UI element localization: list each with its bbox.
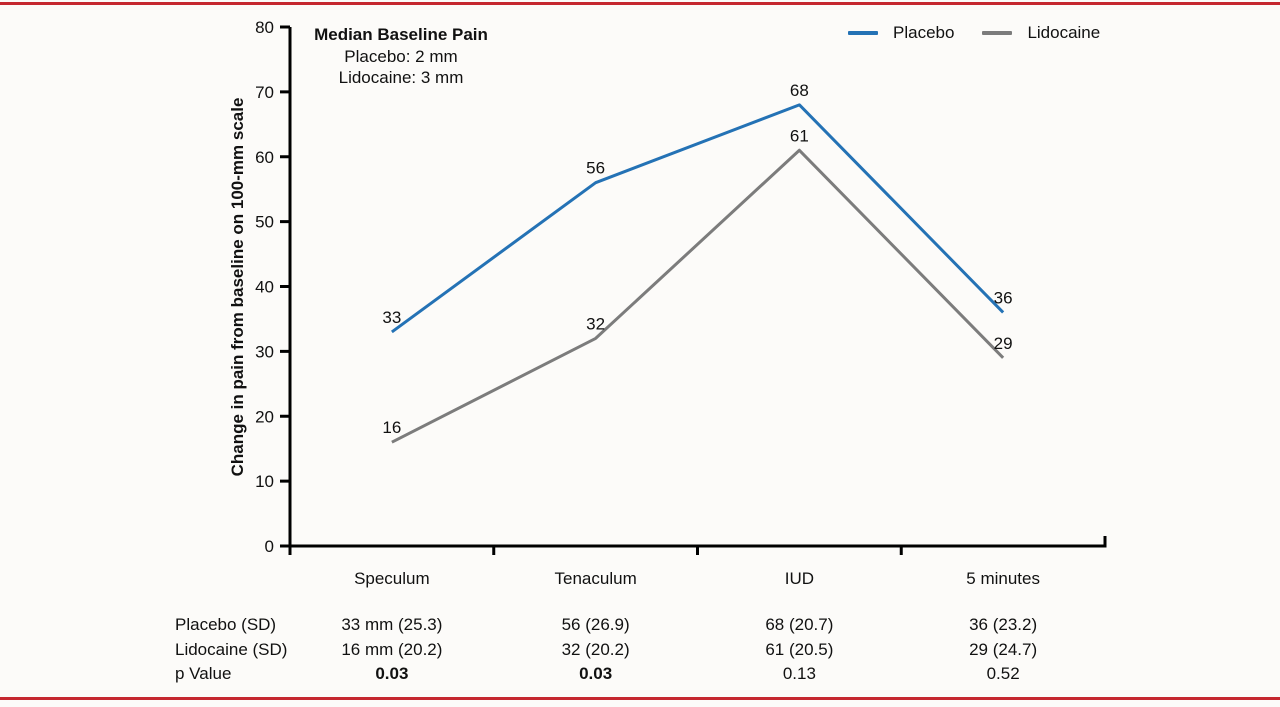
point-label-lidocaine: 32 xyxy=(586,314,605,333)
table-cell: 0.13 xyxy=(782,664,816,683)
bottom-red-rule xyxy=(0,697,1280,700)
table-row-label: Placebo (SD) xyxy=(175,615,277,634)
legend: Placebo Lidocaine xyxy=(848,23,1100,43)
y-tick-label: 60 xyxy=(255,148,274,167)
table-cell: 0.03 xyxy=(579,664,613,683)
baseline-pain-annotation: Median Baseline Pain Placebo: 2 mm Lidoc… xyxy=(310,24,492,89)
annotation-line-lidocaine: Lidocaine: 3 mm xyxy=(338,68,464,87)
x-category-label: 5 minutes xyxy=(966,569,1040,588)
legend-label-lidocaine: Lidocaine xyxy=(1027,23,1101,42)
y-tick-label: 0 xyxy=(265,537,274,556)
y-tick-label: 70 xyxy=(255,83,274,102)
table-cell: 32 (20.2) xyxy=(561,640,630,659)
table-cell: 61 (20.5) xyxy=(765,640,834,659)
legend-label-placebo: Placebo xyxy=(893,23,955,42)
annotation-line-placebo: Placebo: 2 mm xyxy=(344,46,458,66)
x-category-label: IUD xyxy=(785,569,814,588)
point-label-placebo: 36 xyxy=(994,288,1013,307)
table-cell: 36 (23.2) xyxy=(969,615,1038,634)
y-tick-label: 10 xyxy=(255,472,274,491)
table-cell: 33 mm (25.3) xyxy=(341,615,443,634)
table-cell: 68 (20.7) xyxy=(765,615,834,634)
legend-item-lidocaine: Lidocaine xyxy=(982,23,1100,43)
series-line-lidocaine xyxy=(391,148,1005,444)
placebo-line-swatch xyxy=(848,31,878,35)
y-axis-title: Change in pain from baseline on 100-mm s… xyxy=(228,97,247,477)
point-label-placebo: 56 xyxy=(586,159,605,178)
table-cell: 16 mm (20.2) xyxy=(341,640,443,659)
y-tick-label: 80 xyxy=(255,18,274,37)
top-red-rule xyxy=(0,2,1280,5)
x-category-label: Tenaculum xyxy=(555,569,637,588)
x-category-label: Speculum xyxy=(354,569,430,588)
y-tick-label: 40 xyxy=(255,278,274,297)
y-tick-label: 50 xyxy=(255,213,274,232)
table-cell: 56 (26.9) xyxy=(561,615,630,634)
lidocaine-line-swatch xyxy=(982,31,1013,35)
point-label-lidocaine: 29 xyxy=(994,334,1013,353)
table-cell: 0.03 xyxy=(375,664,409,683)
table-row-label: Lidocaine (SD) xyxy=(175,640,288,659)
table-cell: 29 (24.7) xyxy=(969,640,1038,659)
point-label-placebo: 33 xyxy=(382,308,401,327)
table-row-label: p Value xyxy=(175,664,232,683)
point-label-lidocaine: 16 xyxy=(382,418,401,437)
y-tick-label: 30 xyxy=(255,342,274,361)
y-tick-label: 20 xyxy=(255,407,274,426)
table-cell: 0.52 xyxy=(986,664,1020,683)
series-line-placebo xyxy=(390,103,1005,334)
annotation-title: Median Baseline Pain xyxy=(314,25,488,44)
point-label-placebo: 68 xyxy=(790,81,809,100)
point-label-lidocaine: 61 xyxy=(790,126,809,145)
legend-item-placebo: Placebo xyxy=(848,23,954,43)
